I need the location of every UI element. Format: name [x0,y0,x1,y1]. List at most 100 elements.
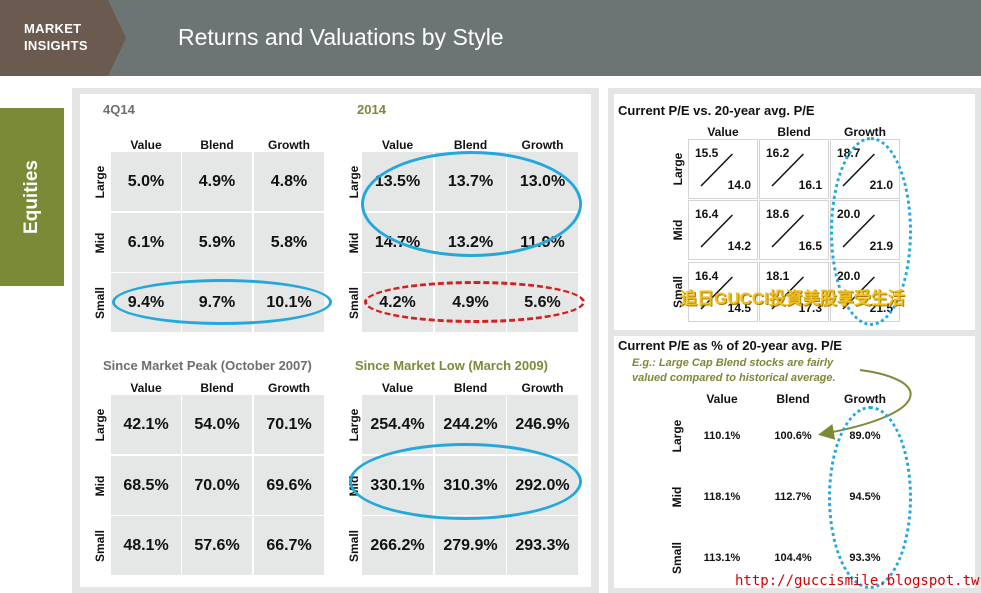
table-title: Current P/E as % of 20-year avg. P/E [618,338,842,353]
pe-cell: 16.4 14.2 [688,200,758,260]
column-header: Growth [844,125,886,139]
row-header: Large [347,165,361,198]
row-header: Small [347,286,361,319]
column-header: Value [130,381,162,395]
column-header: Value [707,125,739,139]
pe-slash-line [842,214,875,248]
table-title: Since Market Low (March 2009) [355,358,548,373]
pe-slash-line [771,276,804,310]
table-cell: 10.1% [254,273,324,332]
table-cell: 310.3% [435,456,506,515]
table-cell: 330.1% [362,456,433,515]
table-title: 4Q14 [103,102,135,117]
current-pe: 20.0 [837,207,861,221]
table-cell: 66.7% [254,516,324,575]
brand-line-2: INSIGHTS [24,38,88,53]
pe-cell: 16.4 14.5 [688,262,758,322]
table-cell: 9.4% [111,273,181,332]
pe-cell: 16.2 16.1 [759,139,829,199]
pe-cell: 20.0 21.9 [830,200,900,260]
row-header: Mid [347,475,361,496]
row-header: Large [93,165,107,198]
page-title: Returns and Valuations by Style [178,24,504,50]
table-cell: 70.0% [182,456,252,515]
row-header: Mid [347,232,361,253]
row-header: Mid [671,219,685,241]
table-cell: 246.9% [507,395,578,454]
table-cell: 13.0% [507,152,578,211]
annotation-line-2: valued compared to historical average. [632,372,836,384]
table-cell: 244.2% [435,395,506,454]
column-header: Blend [453,381,488,395]
pe-cell: 18.6 16.5 [759,200,829,260]
table-cell: 11.9% [507,213,578,272]
table-cell: 113.1% [687,528,757,587]
pe-slash-line [700,153,733,187]
table-cell: 5.9% [182,213,252,272]
pe-cell: 15.5 14.0 [688,139,758,199]
current-pe: 15.5 [695,146,719,160]
source-url: http://guccismile.blogspot.tw [735,573,980,589]
table-cell: 68.5% [111,456,181,515]
table-cell: 4.9% [435,273,506,332]
table-cell: 13.5% [362,152,433,211]
annotation-line-1: E.g.: Large Cap Blend stocks are fairly [632,357,834,369]
table-cell: 9.7% [182,273,252,332]
column-header: Value [381,138,414,152]
column-header: Growth [268,381,310,395]
row-header: Large [671,152,685,186]
table-cell: 4.9% [182,152,252,211]
current-pe: 16.4 [695,207,719,221]
current-pe: 18.6 [766,207,790,221]
column-header: Value [381,381,414,395]
table-cell: 69.6% [254,456,324,515]
table-cell: 94.5% [830,467,900,526]
table-title: Current P/E vs. 20-year avg. P/E [618,103,815,118]
table-cell: 13.7% [435,152,506,211]
annotation-note: E.g.: Large Cap Blend stocks are fairly … [632,356,836,386]
column-header: Value [706,392,738,406]
current-pe: 16.2 [766,146,790,160]
column-header: Blend [776,392,810,406]
brand-logo-text: MARKET INSIGHTS [24,20,88,54]
table-cell: 5.6% [507,273,578,332]
average-pe: 16.5 [798,239,822,253]
row-header: Mid [670,486,684,507]
row-header: Small [93,286,107,319]
table-cell: 4.8% [254,152,324,211]
pe-cell: 18.1 17.3 [759,262,829,322]
equities-tab-label: Equities [21,160,42,234]
row-header: Large [347,408,361,441]
column-header: Growth [844,392,886,406]
column-header: Growth [521,138,564,152]
current-pe: 18.1 [766,269,790,283]
pe-slash-line [842,153,875,187]
table-cell: 5.0% [111,152,181,211]
average-pe: 14.5 [727,301,751,315]
pe-slash-line [700,214,733,248]
table-cell: 104.4% [758,528,828,587]
current-pe: 18.7 [837,146,861,160]
row-header: Mid [93,232,107,253]
average-pe: 21.5 [869,301,893,315]
average-pe: 14.2 [727,239,751,253]
row-header: Small [670,541,684,574]
column-header: Growth [521,381,564,395]
column-header: Blend [200,138,234,152]
table-cell: 254.4% [362,395,433,454]
brand-arrow [108,0,126,76]
pe-slash-line [700,276,733,310]
pe-slash-line [842,276,875,310]
column-header: Value [130,138,162,152]
average-pe: 21.0 [869,178,893,192]
average-pe: 16.1 [798,178,822,192]
table-cell: 48.1% [111,516,181,575]
column-header: Growth [268,138,310,152]
table-cell: 54.0% [182,395,252,454]
watermark-text: 追日GUCCI投資美股享受生活 [680,289,905,308]
table-cell: 4.2% [362,273,433,332]
column-header: Blend [200,381,234,395]
header-bar: MARKET INSIGHTS Returns and Valuations b… [0,0,981,76]
table-cell: 279.9% [435,516,506,575]
row-header: Small [347,529,361,562]
